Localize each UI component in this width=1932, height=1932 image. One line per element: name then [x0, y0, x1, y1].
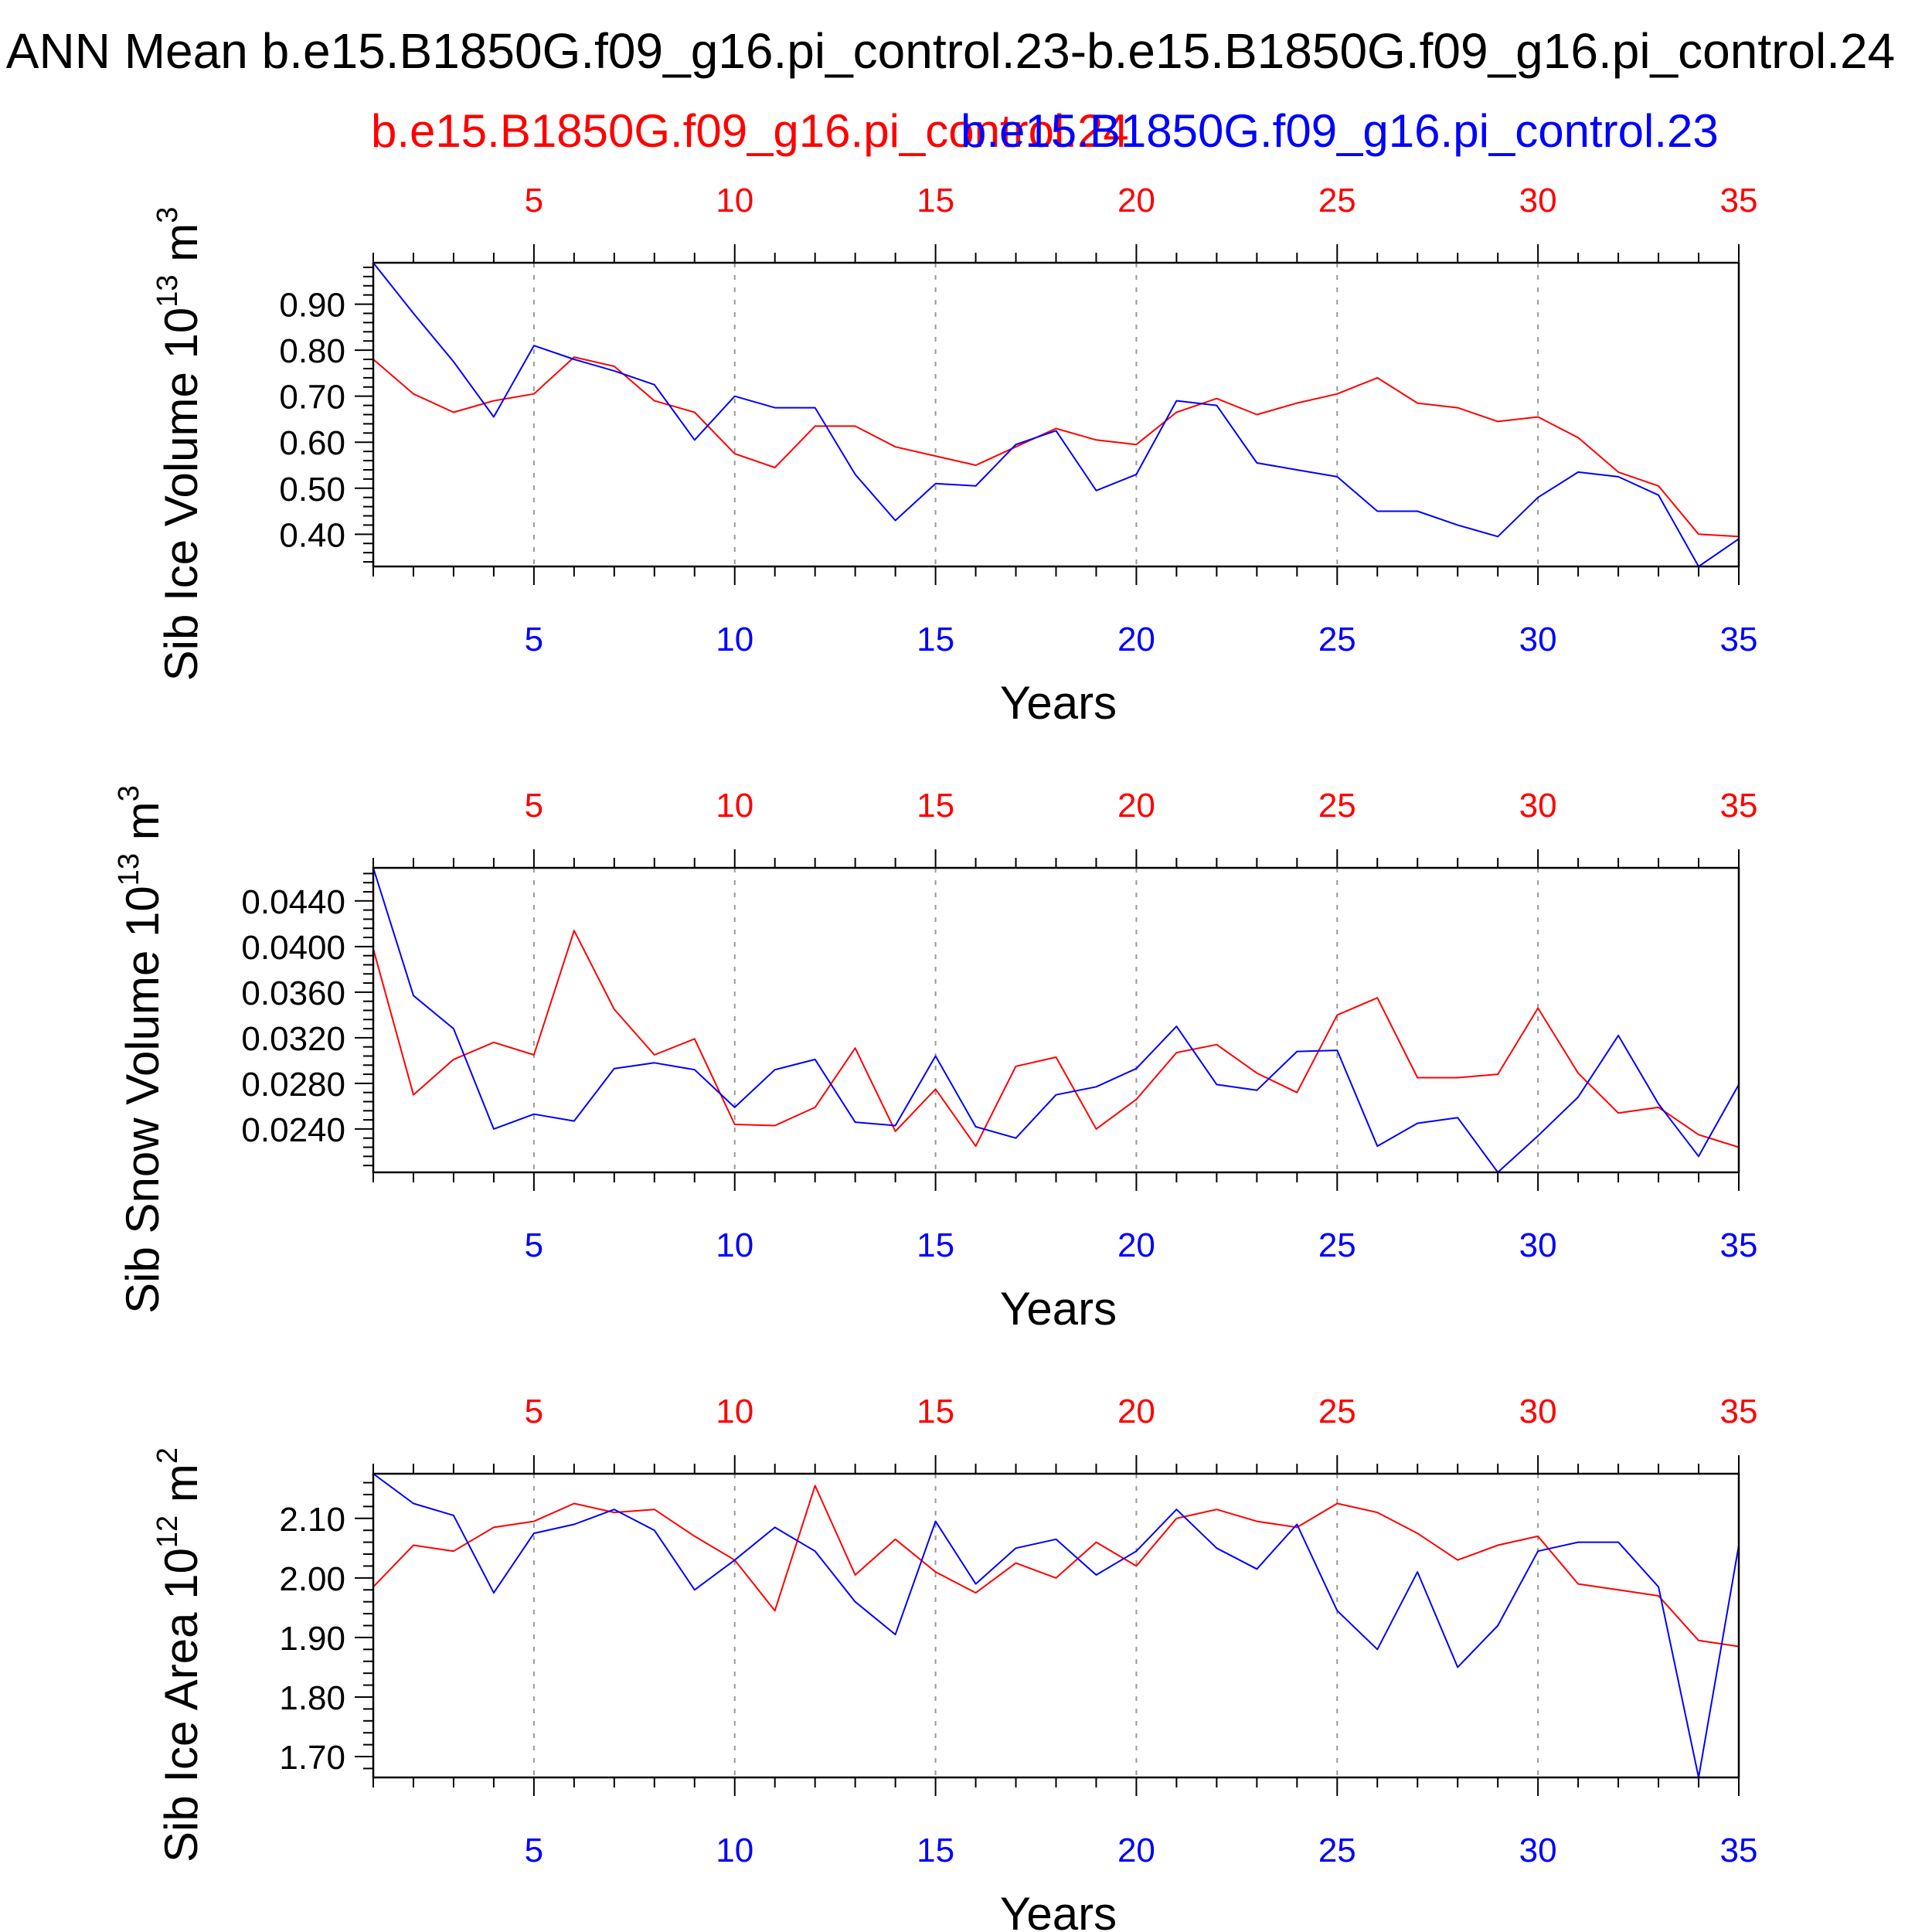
- x-tick-label-bottom: 20: [1117, 1226, 1155, 1264]
- x-tick-label-bottom: 35: [1720, 1832, 1758, 1869]
- series-line-red: [372, 930, 1740, 1148]
- x-tick-label-top: 15: [917, 1393, 954, 1430]
- y-tick-label: 0.0440: [241, 883, 345, 921]
- top-series-label-red: b.e15.B1850G.f09_g16.pi_control.24: [371, 105, 1129, 157]
- y-tick-label: 1.70: [279, 1739, 345, 1777]
- x-tick-label-top: 25: [1318, 182, 1356, 219]
- x-tick-label-bottom: 20: [1117, 621, 1155, 658]
- x-tick-label-bottom: 30: [1519, 1832, 1557, 1869]
- y-tick-label: 0.0280: [241, 1066, 345, 1104]
- y-tick-label: 0.50: [279, 471, 345, 509]
- y-tick-label: 2.10: [279, 1501, 345, 1539]
- top-series-label-blue: b.e15.B1850G.f09_g16.pi_control.23: [961, 105, 1719, 157]
- x-tick-label-bottom: 15: [917, 621, 954, 658]
- plot-panels: 5 5 10 10 15 15 20 20 25 25 30 30 35 35 0.90 0.80 0.70 0.…: [113, 182, 1757, 1932]
- x-tick-label-bottom: 25: [1318, 1226, 1356, 1264]
- plot-frame: [372, 1472, 1740, 1779]
- x-tick-label-top: 20: [1117, 182, 1155, 219]
- x-tick-label-bottom: 30: [1519, 1226, 1557, 1264]
- chart-title: ANN Mean b.e15.B1850G.f09_g16.pi_control…: [6, 23, 1895, 79]
- plot-frame: [372, 261, 1740, 568]
- x-tick-label-top: 25: [1318, 1393, 1356, 1430]
- x-axis-title: Years: [1000, 1888, 1117, 1932]
- panel-3: 5 5 10 10 15 15 20 20 25 25 30 30 35 35 2.10 2.00 1.90 1.…: [151, 1393, 1757, 1932]
- panel-1: 5 5 10 10 15 15 20 20 25 25 30 30 35 35 0.90 0.80 0.70 0.…: [151, 182, 1757, 729]
- y-tick-label: 1.80: [279, 1679, 345, 1717]
- x-tick-label-top: 10: [716, 1393, 753, 1430]
- x-tick-label-bottom: 15: [917, 1226, 954, 1264]
- x-tick-label-top: 30: [1519, 1393, 1557, 1430]
- y-tick-label: 0.60: [279, 424, 345, 462]
- x-tick-label-top: 35: [1720, 182, 1758, 219]
- x-axis-title: Years: [1000, 1283, 1117, 1335]
- x-tick-label-top: 20: [1117, 787, 1155, 825]
- y-tick-label: 0.0320: [241, 1020, 345, 1058]
- x-tick-label-bottom: 15: [917, 1832, 954, 1869]
- series-line-red: [372, 356, 1740, 538]
- x-tick-label-bottom: 30: [1519, 621, 1557, 658]
- y-tick-label: 0.0400: [241, 929, 345, 967]
- series-line-blue: [372, 1473, 1740, 1778]
- x-tick-label-bottom: 25: [1318, 1832, 1356, 1869]
- x-tick-label-bottom: 25: [1318, 621, 1356, 658]
- x-tick-label-top: 15: [917, 182, 954, 219]
- x-tick-label-top: 10: [716, 787, 753, 825]
- x-tick-label-top: 30: [1519, 182, 1557, 219]
- x-tick-label-bottom: 10: [716, 1226, 753, 1264]
- x-tick-label-top: 35: [1720, 1393, 1758, 1430]
- y-tick-label: 0.80: [279, 332, 345, 370]
- x-tick-label-bottom: 5: [525, 621, 543, 658]
- x-tick-label-bottom: 35: [1720, 1226, 1758, 1264]
- series-line-red: [372, 1485, 1740, 1648]
- x-tick-label-top: 20: [1117, 1393, 1155, 1430]
- x-tick-label-top: 5: [525, 787, 543, 825]
- x-tick-label-bottom: 5: [525, 1226, 543, 1264]
- x-tick-label-top: 10: [716, 182, 753, 219]
- y-tick-label: 0.0360: [241, 975, 345, 1012]
- y-tick-label: 0.70: [279, 379, 345, 417]
- y-tick-label: 0.40: [279, 516, 345, 554]
- y-tick-label: 0.90: [279, 287, 345, 325]
- x-tick-label-top: 5: [525, 1393, 543, 1430]
- y-axis-title: Sib Ice Volume 1013 m3: [151, 207, 207, 682]
- x-axis-title: Years: [1000, 677, 1117, 729]
- series-line-blue: [372, 867, 1740, 1173]
- y-tick-label: 2.00: [279, 1560, 345, 1598]
- x-tick-label-bottom: 20: [1117, 1832, 1155, 1869]
- x-tick-label-bottom: 35: [1720, 621, 1758, 658]
- x-tick-label-top: 30: [1519, 787, 1557, 825]
- plot-frame: [372, 866, 1740, 1174]
- y-tick-label: 0.0240: [241, 1111, 345, 1149]
- x-tick-label-top: 25: [1318, 787, 1356, 825]
- x-tick-label-bottom: 5: [525, 1832, 543, 1869]
- x-tick-label-top: 35: [1720, 787, 1758, 825]
- y-tick-label: 1.90: [279, 1620, 345, 1658]
- y-axis-title: Sib Snow Volume 1013 m3: [113, 785, 168, 1314]
- y-axis-title: Sib Ice Area 1012 m2: [151, 1447, 207, 1862]
- x-tick-label-bottom: 10: [716, 1832, 753, 1869]
- series-line-blue: [372, 262, 1740, 567]
- x-tick-label-top: 5: [525, 182, 543, 219]
- x-tick-label-bottom: 10: [716, 621, 753, 658]
- panel-2: 5 5 10 10 15 15 20 20 25 25 30 30 35 35 0.0440 0.0400 0.…: [113, 785, 1757, 1335]
- x-tick-label-top: 15: [917, 787, 954, 825]
